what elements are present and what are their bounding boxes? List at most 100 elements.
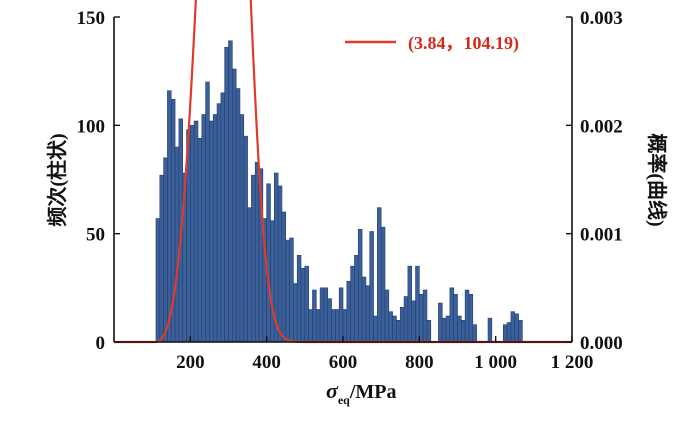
histogram-bar	[254, 161, 260, 343]
histogram-bar	[422, 289, 428, 343]
histogram-bar	[338, 287, 344, 343]
y-right-tick-label: 0.001	[580, 225, 623, 246]
y-left-tick-label: 150	[77, 8, 106, 29]
axes	[113, 16, 573, 343]
histogram-bar	[506, 322, 512, 343]
histogram-bar	[445, 315, 451, 343]
histogram-bar	[197, 138, 203, 343]
histogram-bar	[193, 120, 199, 343]
y-axis-left-title: 频次(柱状)	[45, 133, 69, 226]
histogram-bar	[319, 287, 325, 343]
histogram-bar	[350, 265, 355, 343]
histogram-bar	[419, 294, 424, 343]
histogram-bar	[285, 239, 290, 343]
histogram-bar	[461, 320, 466, 343]
histogram-bar	[392, 315, 397, 343]
x-tick-label: 400	[252, 352, 281, 373]
histogram-bar	[289, 237, 294, 343]
histogram-bar	[380, 226, 386, 343]
histogram-bar	[159, 174, 164, 343]
histogram-bar	[373, 315, 378, 343]
histogram-bar	[304, 265, 309, 343]
histogram-bar	[403, 296, 409, 343]
legend-label: (3.84，104.19)	[408, 33, 519, 54]
histogram-bar	[209, 120, 214, 343]
histogram-bar	[388, 311, 393, 343]
histogram-bar	[426, 320, 432, 343]
histogram-bar	[472, 324, 477, 343]
x-tick-label: 800	[405, 352, 434, 373]
histogram-bar	[441, 317, 447, 343]
histogram-bar	[357, 229, 363, 343]
histogram-bar	[205, 81, 210, 343]
histogram-bar	[331, 309, 336, 343]
histogram-bar	[399, 307, 405, 343]
y-left-tick-label: 0	[96, 333, 106, 354]
histogram-bar	[354, 255, 359, 343]
histogram-bar	[464, 289, 470, 343]
histogram-bar	[335, 309, 340, 343]
histogram-bar	[377, 207, 382, 343]
histogram-bar	[239, 114, 245, 343]
histogram-bar	[167, 90, 172, 343]
histogram-bar	[327, 298, 332, 343]
histogram-bar	[346, 281, 351, 343]
histogram-bar	[293, 283, 298, 343]
histogram-bar	[235, 88, 241, 343]
histogram-bar	[220, 92, 225, 343]
histogram-bar	[243, 135, 248, 343]
histogram-bar	[163, 157, 168, 343]
y-left-tick-label: 50	[86, 225, 105, 246]
histogram-bar	[449, 287, 454, 343]
x-axis-title-subscript: eq	[338, 393, 350, 407]
histogram-bar	[190, 125, 195, 343]
histogram-bars	[155, 40, 523, 343]
x-axis-title-symbol: σ	[326, 378, 339, 403]
histogram-bar	[315, 309, 321, 343]
x-axis-title: σeq/MPa	[326, 378, 397, 407]
histogram-bar	[369, 231, 374, 343]
histogram-bar	[487, 317, 493, 343]
histogram-bar	[384, 289, 390, 343]
histogram-bar	[407, 265, 413, 343]
histogram-bar	[411, 300, 416, 343]
histogram-bar	[296, 255, 302, 343]
y-left-tick-label: 100	[77, 116, 106, 137]
histogram-bar	[212, 114, 218, 343]
histogram-bar	[396, 320, 401, 343]
y-right-tick-label: 0.000	[580, 333, 623, 354]
histogram-bar	[201, 114, 206, 343]
histogram-bar	[312, 289, 317, 343]
y-right-tick-label: 0.002	[580, 116, 623, 137]
histogram-bar	[228, 40, 233, 343]
x-axis-title-unit: /MPa	[349, 381, 397, 403]
histogram-bar	[457, 315, 462, 343]
histogram-bar	[281, 211, 287, 343]
histogram-bar	[518, 320, 523, 343]
histogram-bar	[361, 276, 367, 343]
histogram-bar	[438, 302, 443, 343]
histogram-bar	[224, 47, 229, 343]
histogram-bar	[510, 311, 516, 343]
x-tick-label: 600	[329, 352, 358, 373]
histogram-bar	[277, 185, 283, 343]
histogram-bar	[453, 294, 458, 343]
histogram-bar	[468, 294, 474, 343]
histogram-bar	[251, 174, 256, 343]
y-right-tick-label: 0.003	[580, 8, 623, 29]
histogram-bar	[232, 68, 237, 343]
y-axis-right-title: 概率(曲线)	[645, 133, 669, 226]
x-tick-label: 200	[176, 352, 205, 373]
x-tick-label: 1 000	[474, 352, 517, 373]
histogram-bar	[308, 309, 313, 343]
histogram-bar	[216, 103, 222, 343]
histogram-bar	[323, 287, 329, 343]
legend: (3.84，104.19)	[345, 33, 519, 54]
histogram-bar	[365, 285, 371, 343]
histogram-bar	[247, 207, 252, 343]
histogram-bar	[300, 268, 306, 343]
histogram-bar	[514, 313, 519, 343]
histogram-bar	[502, 324, 508, 343]
